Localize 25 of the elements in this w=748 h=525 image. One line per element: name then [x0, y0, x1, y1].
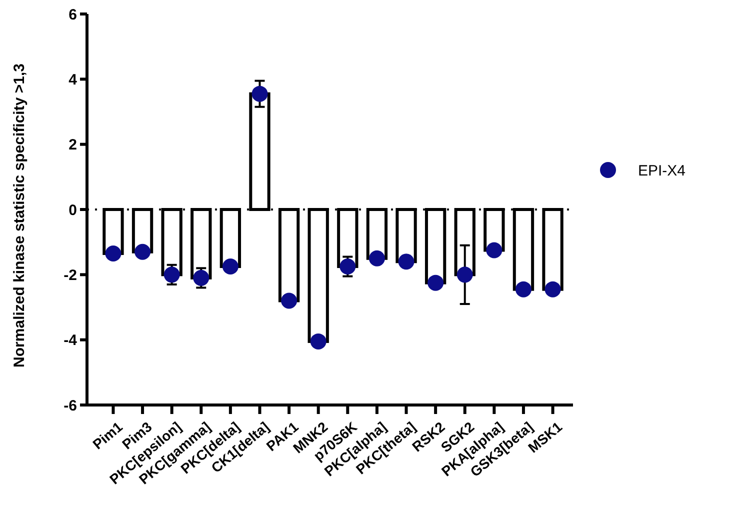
y-tick-label: 0: [68, 202, 77, 219]
y-tick-label: -4: [64, 332, 78, 350]
y-tick-label: 6: [68, 6, 77, 24]
point: [428, 274, 444, 291]
point: [456, 266, 473, 283]
point: [544, 281, 561, 298]
point: [252, 86, 268, 102]
point: [310, 333, 326, 350]
point: [222, 258, 238, 275]
point: [134, 244, 151, 260]
y-tick-label: -2: [64, 266, 77, 284]
legend-label: EPI-X4: [638, 162, 686, 180]
point: [193, 270, 210, 286]
y-tick-label: 4: [68, 71, 78, 88]
point: [368, 250, 385, 266]
point: [340, 258, 356, 275]
y-tick-label: -6: [64, 397, 77, 414]
point: [164, 266, 180, 283]
y-axis-title: Normalized kinase statistic specificity >1,3: [11, 64, 28, 368]
point: [105, 246, 122, 262]
point: [398, 254, 414, 270]
y-tick-label: 2: [68, 136, 77, 154]
point: [281, 292, 298, 309]
point: [486, 242, 502, 258]
point: [515, 281, 532, 298]
